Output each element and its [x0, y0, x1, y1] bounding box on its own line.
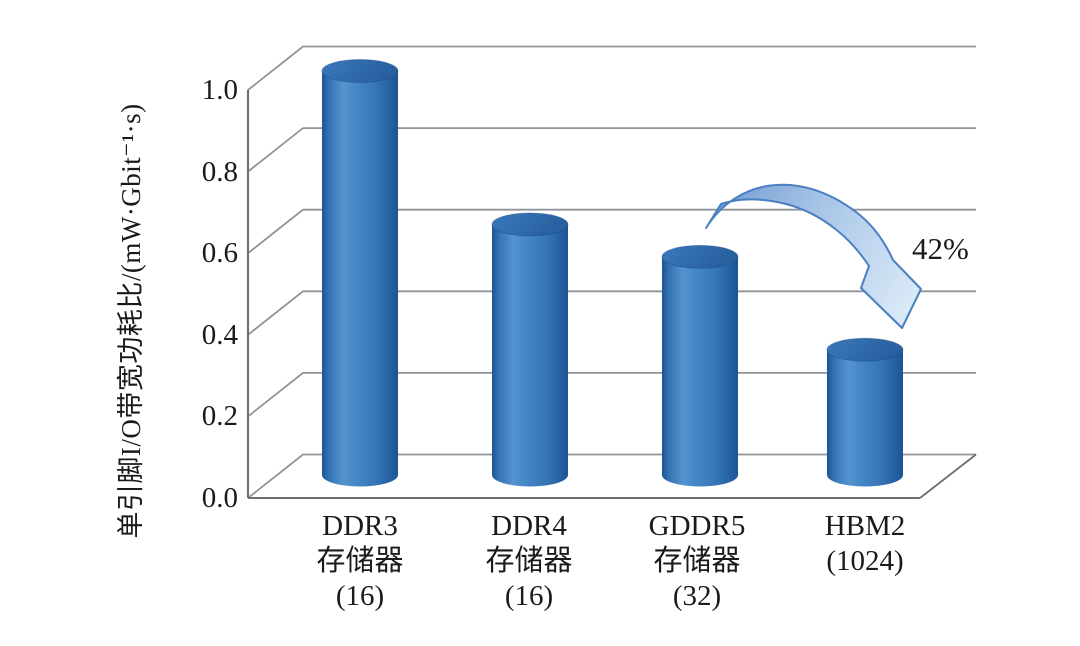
bar-cylinder-hbm2 — [826, 337, 904, 487]
bar-cylinder-ddr3 — [321, 59, 399, 487]
category-line: GDDR5 — [648, 510, 746, 542]
bar-body — [662, 256, 738, 475]
category-line: DDR4 — [491, 510, 567, 542]
y-tick-label-0.2: 0.2 — [201, 400, 238, 432]
bar-top-cap — [321, 59, 399, 83]
category-line: DDR3 — [322, 510, 398, 542]
floor-right-edge — [919, 453, 977, 499]
gridline — [247, 453, 976, 499]
y-tick-label-0.8: 0.8 — [201, 156, 238, 188]
bar-body — [492, 224, 568, 475]
category-label-ddr3: DDR3 存储器 (16) — [275, 509, 445, 614]
gridline — [247, 290, 976, 336]
y-tick-label-1.0: 1.0 — [201, 74, 238, 106]
bar-top-cap — [491, 212, 569, 237]
bar-cylinder-gddr5 — [661, 244, 739, 487]
bar-top-cap — [661, 244, 739, 269]
y-tick-label-0.0: 0.0 — [201, 482, 238, 514]
category-line: HBM2 — [824, 510, 906, 542]
category-line: (16) — [335, 580, 385, 612]
gridline — [247, 127, 976, 173]
category-line: (32) — [672, 580, 722, 612]
axis-frame-group — [246, 90, 977, 500]
bar-cylinder-ddr4 — [491, 212, 569, 487]
category-label-hbm2: HBM2 (1024) — [780, 509, 950, 579]
gridline — [247, 371, 976, 418]
gridlines-group — [247, 45, 976, 499]
y-axis-title: 单引脚I/O带宽功耗比/(mW·Gbit⁻¹·s) — [116, 103, 146, 539]
bar-top-cap — [826, 337, 904, 362]
category-label-ddr4: DDR4 存储器 (16) — [444, 509, 614, 614]
decrease-arrow — [705, 183, 922, 329]
bar-body — [322, 71, 398, 475]
gridline — [247, 45, 976, 91]
bars-group — [321, 59, 904, 487]
gridline — [247, 208, 976, 254]
category-line: 存储器 — [485, 545, 573, 577]
category-line: (16) — [504, 580, 554, 612]
category-label-gddr5: GDDR5 存储器 (32) — [612, 509, 782, 614]
category-line: 存储器 — [653, 545, 741, 577]
category-line: 存储器 — [316, 545, 404, 577]
y-tick-label-0.6: 0.6 — [201, 237, 238, 269]
annotation-percent-label: 42% — [912, 231, 969, 266]
category-line: (1024) — [826, 545, 904, 577]
bar-body — [827, 349, 903, 475]
y-tick-label-0.4: 0.4 — [201, 319, 238, 351]
